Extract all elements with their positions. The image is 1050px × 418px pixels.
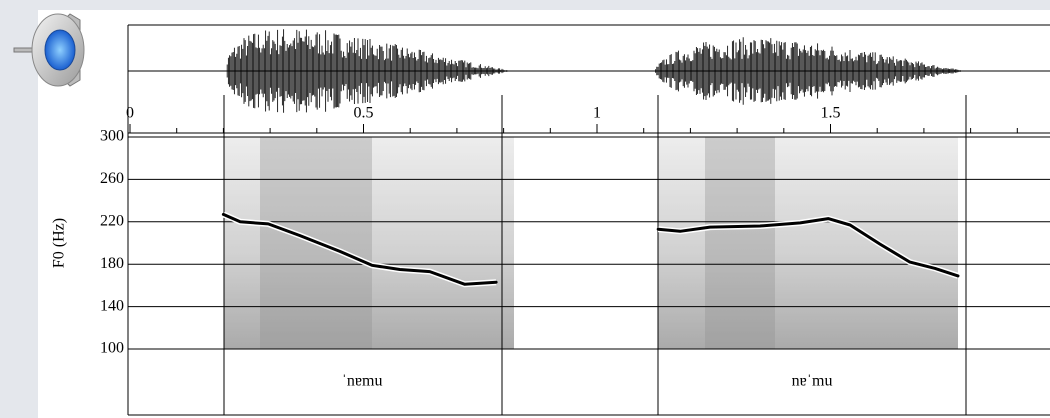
speaker-icon[interactable] (14, 14, 84, 86)
x-tick-label: 1.5 (821, 105, 841, 122)
tier-label: nɐˈmu (792, 373, 833, 390)
y-tick-label: 140 (100, 297, 124, 314)
y-axis-label: F0 (Hz) (51, 218, 68, 268)
x-tick-label: 0 (126, 105, 134, 122)
page: F0 (Hz) ˈnɐmu nɐˈmu 0 0.5 1 1.5 100 140 180 220… (0, 0, 1050, 418)
chart: F0 (Hz) ˈnɐmu nɐˈmu 0 0.5 1 1.5 100 140 180 220… (0, 0, 1050, 418)
tier-label: ˈnɐmu (342, 373, 383, 390)
y-tick-label: 220 (100, 212, 124, 229)
y-tick-label: 100 (100, 340, 124, 357)
y-tick-label: 260 (100, 170, 124, 187)
x-tick-label: 0.5 (354, 105, 374, 122)
y-tick-label: 300 (100, 128, 124, 145)
x-tick-label: 1 (593, 105, 601, 122)
y-tick-label: 180 (100, 255, 124, 272)
